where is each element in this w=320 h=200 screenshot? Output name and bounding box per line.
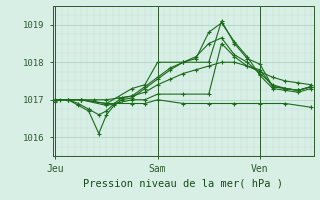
X-axis label: Pression niveau de la mer( hPa ): Pression niveau de la mer( hPa ) — [83, 179, 283, 188]
